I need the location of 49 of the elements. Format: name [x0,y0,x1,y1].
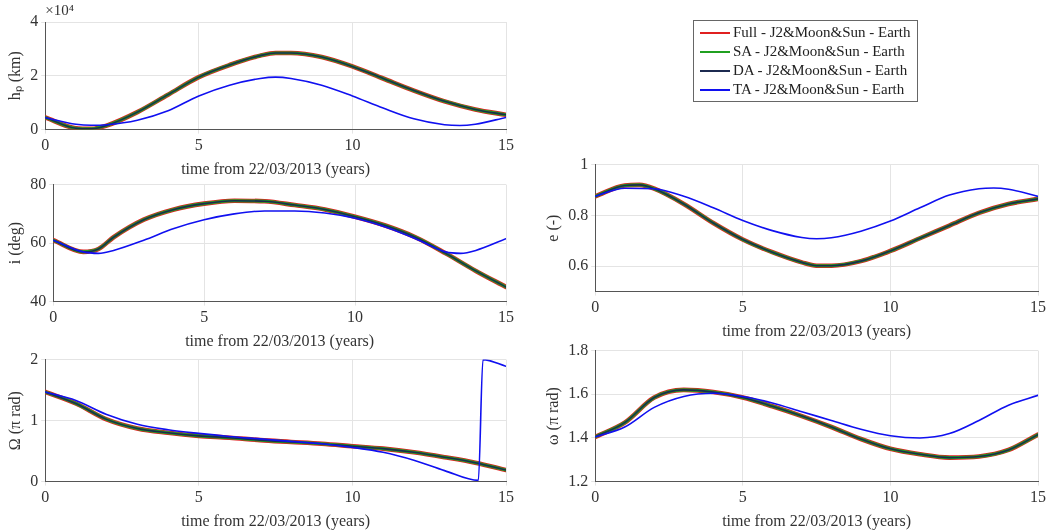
x-tick-label: 0 [591,298,600,316]
x-tick-label: 15 [1030,488,1046,506]
x-axis-title: time from 22/03/2013 (years) [181,511,371,530]
x-tick-label: 0 [591,488,600,506]
y-tick-label: 1.6 [568,384,589,402]
y-tick-label: 1 [580,154,589,172]
y-tick-label: 1 [30,410,39,428]
text: ×10⁴ [45,2,74,19]
y-tick-label: 0.8 [568,205,589,223]
x-tick-label: 10 [882,298,899,316]
x-tick-label: 15 [498,136,514,154]
y-axis-title: e (-) [543,214,562,242]
y-tick-label: 0.6 [568,256,589,274]
y-tick-label: 1.2 [568,471,589,489]
x-tick-label: 15 [498,488,514,506]
x-axis-title: time from 22/03/2013 (years) [181,159,371,178]
x-tick-label: 0 [49,308,58,326]
x-tick-label: 10 [347,308,364,326]
y-axis-title: Ω (π rad) [5,391,24,451]
y-tick-label: 4 [30,12,39,30]
y-tick-label: 80 [30,174,47,192]
x-tick-label: 15 [498,308,514,326]
y-axis-title: hₚ (km) [5,51,24,101]
legend-label: SA - J2&Moon&Sun - Earth [733,42,905,61]
y-tick-label: 2 [30,66,39,83]
y-tick-label: 0 [30,471,39,489]
y-tick-label: 2 [30,349,39,367]
y-axis-title: i (deg) [5,222,24,265]
y-tick-label: 1.4 [568,428,589,446]
y-axis-title: ω (π rad) [543,387,562,445]
x-tick-label: 5 [194,488,203,506]
x-axis-title: time from 22/03/2013 (years) [722,321,912,340]
x-tick-label: 5 [194,136,203,154]
x-tick-label: 10 [344,136,361,154]
y-tick-label: 0 [30,119,39,137]
x-tick-label: 10 [882,488,899,506]
x-tick-label: 5 [200,308,209,326]
x-axis-title: time from 22/03/2013 (years) [722,511,912,530]
y-tick-label: 60 [30,233,47,251]
x-tick-label: 15 [1030,298,1046,316]
y-tick-label: 40 [30,291,47,309]
legend-label: DA - J2&Moon&Sun - Earth [733,61,908,80]
x-tick-label: 5 [738,488,747,506]
x-tick-label: 10 [344,488,361,506]
y-tick-label: 1.8 [568,340,589,358]
x-tick-label: 5 [738,298,747,316]
legend-label: TA - J2&Moon&Sun - Earth [733,80,905,99]
x-axis-title: time from 22/03/2013 (years) [185,331,375,350]
legend-label: Full - J2&Moon&Sun - Earth [733,23,911,42]
